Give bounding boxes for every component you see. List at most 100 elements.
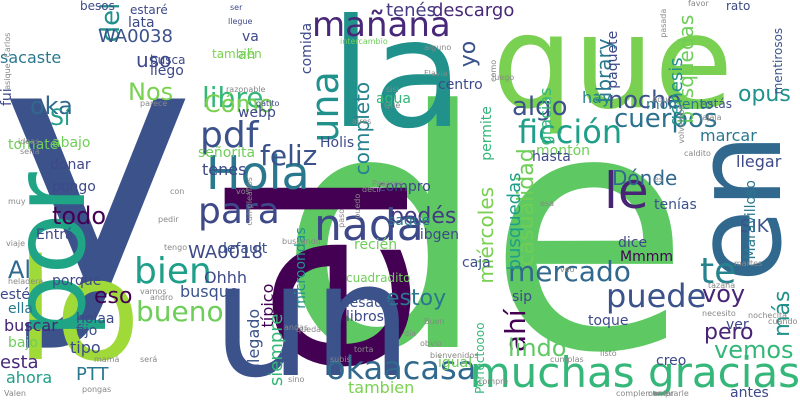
word-como: como xyxy=(489,59,498,82)
word-entra: Entrá xyxy=(36,227,74,243)
word-paquete: paquete xyxy=(605,30,621,89)
word-donar: donar xyxy=(50,157,91,173)
word-dia: día xyxy=(404,329,417,338)
word-eso: eso xyxy=(94,284,133,309)
word-esta: esta xyxy=(0,352,39,373)
word-le: le xyxy=(604,162,649,220)
word-wa0018: WA0018 xyxy=(188,242,263,263)
word-busquedas: busquedas xyxy=(504,172,525,271)
word-complementar: complementar xyxy=(616,389,675,398)
word-vemos: vemos xyxy=(714,336,794,364)
word-abajo: abajo xyxy=(52,135,91,151)
word-descargo: descargo xyxy=(432,0,515,21)
word-aqui: Aquí xyxy=(652,95,670,104)
word-cumplas: cumplas xyxy=(550,355,584,364)
word-una: una xyxy=(303,71,347,143)
word-carlos: Carlos xyxy=(3,32,12,58)
word-subis: subis xyxy=(330,355,351,364)
word-con: con xyxy=(170,187,185,196)
word-rato: rato xyxy=(726,0,751,13)
word-obvio: obvio xyxy=(420,339,442,348)
word-podes: podés xyxy=(390,204,457,229)
word-lindo: lindo xyxy=(508,334,567,362)
word-momento: momento xyxy=(646,97,714,113)
word-tazaha: tazaha xyxy=(708,281,736,290)
word-seria: seria xyxy=(20,147,40,156)
word-lo: lo xyxy=(16,230,141,393)
word-tengo: tengo xyxy=(164,243,188,252)
word-vamos: vamos xyxy=(140,287,167,296)
word-holis: Holis xyxy=(320,135,355,151)
word-luego: luego xyxy=(492,73,515,82)
word-libros: libros xyxy=(346,309,384,325)
word-mama: mamá xyxy=(94,355,120,364)
word-pero: pero xyxy=(704,320,754,345)
word-dice: dice xyxy=(618,235,648,251)
word-uso: uso xyxy=(136,48,172,72)
word-feliz: feliz xyxy=(260,139,318,172)
word-hay: hay xyxy=(582,88,612,107)
word-manana: mañana xyxy=(312,5,451,45)
word-wa0038: WA0038 xyxy=(98,26,173,47)
word-caja: caja xyxy=(462,255,491,271)
word-comprarle: comprarle xyxy=(648,389,689,398)
word-oka: oka xyxy=(30,92,73,120)
word-recien: recién xyxy=(354,237,398,253)
word-alguno: alguno xyxy=(424,43,452,52)
word-estare: estaré xyxy=(130,3,168,17)
word-saque: saque xyxy=(388,213,431,229)
word-holaa: holaa xyxy=(76,311,115,327)
word-la: la xyxy=(330,0,464,162)
word-muy: muy xyxy=(8,197,26,206)
word-porque: porque xyxy=(52,273,102,289)
word-andro: andro xyxy=(150,293,174,302)
word-tenias: tenías xyxy=(654,197,697,213)
word-marcar: marcar xyxy=(700,126,757,145)
word-volvemos: volvemos xyxy=(677,105,686,144)
word-hasta: hasta xyxy=(532,149,571,165)
word-decir: decir xyxy=(362,185,382,194)
word-favor: favor xyxy=(688,0,709,8)
word-mercado: mercado xyxy=(508,255,631,288)
word-que: que xyxy=(492,0,734,138)
word-besos: besos xyxy=(80,0,115,13)
word-bueno: bueno xyxy=(136,295,224,328)
word-ver: ver xyxy=(726,317,749,333)
word-default: default xyxy=(218,241,268,257)
word-bienvenidos: bienvenidos xyxy=(430,351,479,360)
word-cuadradito: cuadradito xyxy=(346,271,411,285)
word-opus: opus xyxy=(738,82,791,107)
word-buscando: buscando xyxy=(282,237,321,246)
word-agua: agua xyxy=(376,91,411,107)
word-tambien: también xyxy=(212,47,262,61)
word-igual: igual xyxy=(438,355,473,371)
word-llegue: llegue xyxy=(228,17,253,26)
word-sino: sino xyxy=(288,375,305,384)
word-que: Qué xyxy=(384,101,401,110)
word-jajaja: Jajaja xyxy=(700,113,722,122)
word-webp: webp xyxy=(238,105,276,121)
word-busca: busca xyxy=(150,53,186,67)
word-es: es xyxy=(654,175,664,184)
word-asique: asique xyxy=(3,63,12,90)
word-ideas: ideas xyxy=(18,137,40,146)
word-okaacasa: okaacasa xyxy=(326,349,477,387)
word-tenes: tenes xyxy=(202,160,247,179)
word-pongo: pongo xyxy=(52,179,96,195)
word-ella: ella xyxy=(8,301,33,317)
word-parece: parece xyxy=(140,99,168,108)
word-algo: algo xyxy=(512,92,568,122)
word-mmmm: Mmmm xyxy=(620,249,673,265)
word-permite: permite xyxy=(479,106,495,161)
word-llego: llego xyxy=(150,63,184,79)
word-valen: Valen xyxy=(4,389,26,398)
word-noche: noche xyxy=(608,86,682,114)
word-llegar: llegar xyxy=(736,152,782,171)
word-llegado: llegado xyxy=(244,308,263,368)
word-comida: comida xyxy=(299,22,315,75)
word-andas: andas xyxy=(284,323,309,332)
word-senorita: señorita xyxy=(198,145,256,161)
word-intercambio: intercambio xyxy=(340,37,388,46)
word-te: te xyxy=(700,251,737,292)
